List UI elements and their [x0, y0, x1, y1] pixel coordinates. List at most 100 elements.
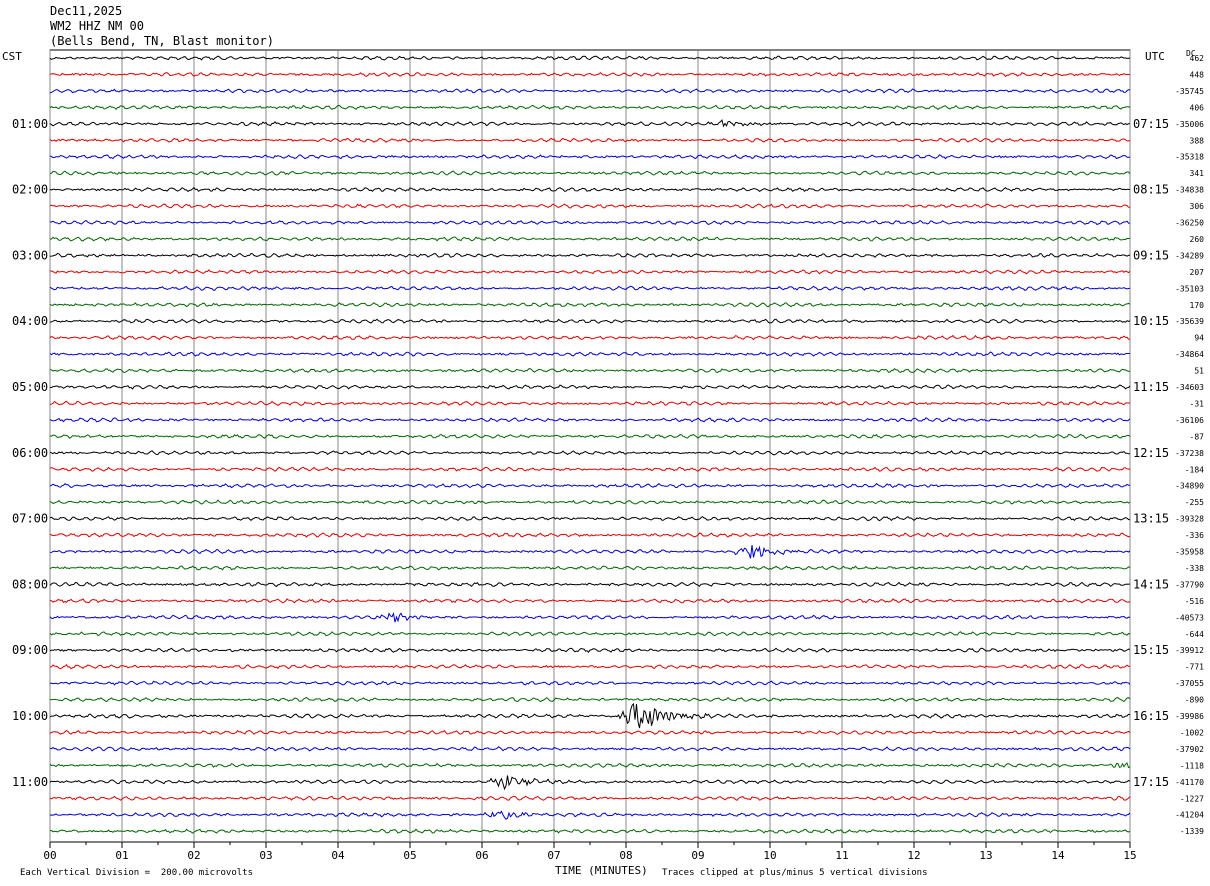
dc-offset-label: -1002 [1180, 728, 1204, 737]
x-tick-label: 01 [115, 849, 128, 862]
trace-line [49, 203, 1131, 209]
right-hour-label: 16:15 [1133, 709, 1169, 723]
trace-line [49, 762, 1131, 769]
clip-note: Traces clipped at plus/minus 5 vertical … [662, 868, 928, 878]
x-tick-label: 10 [763, 849, 776, 862]
x-tick-label: 02 [187, 849, 200, 862]
x-tick-label: 03 [259, 849, 272, 862]
trace-line [49, 368, 1131, 374]
dc-offset-label: -255 [1185, 498, 1204, 507]
trace-line [49, 450, 1131, 456]
dc-offset-label: -1339 [1180, 827, 1204, 836]
trace-line [49, 351, 1131, 357]
x-tick-label: 11 [835, 849, 848, 862]
trace-line [49, 697, 1131, 703]
right-hour-label: 08:15 [1133, 183, 1169, 197]
trace-line [49, 483, 1131, 489]
x-tick-label: 12 [907, 849, 920, 862]
dc-offset-label: 462 [1190, 54, 1205, 63]
trace-line [49, 680, 1131, 686]
trace-line [49, 72, 1131, 78]
right-timezone-label: UTC [1145, 50, 1165, 63]
dc-offset-label: 448 [1190, 70, 1205, 79]
x-tick-label: 07 [547, 849, 560, 862]
x-tick-label: 14 [1051, 849, 1065, 862]
dc-offset-label: -35639 [1175, 317, 1204, 326]
trace-line [49, 611, 1131, 623]
trace-line [49, 269, 1131, 275]
plot-frame [49, 49, 1131, 843]
trace-line [49, 515, 1131, 522]
trace-line [49, 285, 1131, 291]
dc-offset-label: -36250 [1175, 219, 1204, 228]
right-hour-label: 14:15 [1133, 577, 1169, 591]
x-tick-label: 04 [331, 849, 345, 862]
dc-offset-label: -338 [1185, 564, 1204, 573]
trace-line [49, 565, 1131, 571]
trace-line [49, 302, 1131, 308]
dc-offset-label: -35958 [1175, 548, 1204, 557]
left-hour-label: 11:00 [12, 775, 48, 789]
dc-offset-label: -41204 [1175, 811, 1204, 820]
trace-line [49, 88, 1130, 94]
dc-offset-label: -36106 [1175, 416, 1204, 425]
trace-line [49, 810, 1131, 820]
trace-line [49, 433, 1131, 439]
trace-line [49, 236, 1131, 242]
dc-offset-label: -34838 [1175, 186, 1204, 195]
x-tick-label: 15 [1123, 849, 1136, 862]
station-code: WM2 HHZ NM 00 [50, 19, 144, 33]
trace-line [49, 252, 1130, 259]
dc-label: DC [1186, 49, 1196, 58]
dc-offset-label: 306 [1190, 202, 1205, 211]
left-hour-label: 05:00 [12, 380, 48, 394]
trace-line [49, 746, 1131, 752]
trace-line [49, 186, 1131, 193]
left-hour-label: 08:00 [12, 577, 48, 591]
dc-offset-label: 170 [1190, 301, 1205, 310]
right-hour-label: 13:15 [1133, 512, 1169, 526]
right-hour-label: 17:15 [1133, 775, 1169, 789]
x-tick-label: 05 [403, 849, 416, 862]
left-hour-label: 06:00 [12, 446, 48, 460]
trace-line [49, 581, 1131, 588]
trace-line [49, 219, 1131, 226]
dc-offset-label: 388 [1190, 136, 1205, 145]
right-hour-label: 11:15 [1133, 380, 1169, 394]
right-hour-label: 09:15 [1133, 248, 1169, 262]
trace-line [49, 384, 1131, 390]
dc-offset-label: -31 [1190, 399, 1205, 408]
x-tick-label: 00 [43, 849, 56, 862]
trace-line [49, 795, 1131, 801]
trace-line [49, 334, 1131, 341]
left-hour-label: 10:00 [12, 709, 48, 723]
dc-offset-label: -1227 [1180, 794, 1204, 803]
dc-offset-label: -336 [1185, 531, 1204, 540]
dc-offset-label: -890 [1185, 696, 1204, 705]
dc-offset-label: -37055 [1175, 679, 1204, 688]
right-hour-label: 12:15 [1133, 446, 1169, 460]
trace-line [49, 729, 1131, 735]
dc-offset-label: -644 [1185, 630, 1204, 639]
dc-offset-label: 94 [1194, 334, 1204, 343]
dc-offset-label: -34603 [1175, 383, 1204, 392]
trace-line [49, 466, 1131, 472]
trace-line [49, 170, 1131, 176]
dc-offset-label: -87 [1190, 432, 1205, 441]
dc-offset-label: -35745 [1175, 87, 1204, 96]
dc-offset-label: -41170 [1175, 778, 1204, 787]
x-tick-label: 06 [475, 849, 488, 862]
dc-offset-label: -39912 [1175, 646, 1204, 655]
trace-line [49, 664, 1131, 670]
dc-offset-label: -37238 [1175, 449, 1204, 458]
dc-offset-label: -34289 [1175, 251, 1204, 260]
dc-offset-label: -34890 [1175, 482, 1204, 491]
trace-line [49, 499, 1131, 505]
x-tick-label: 08 [619, 849, 632, 862]
left-hour-label: 07:00 [12, 512, 48, 526]
left-hour-label: 09:00 [12, 643, 48, 657]
scale-note: Each Vertical Division = 200.00 microvol… [20, 868, 253, 878]
dc-offset-label: 341 [1190, 169, 1205, 178]
dc-offset-label: -37790 [1175, 580, 1204, 589]
